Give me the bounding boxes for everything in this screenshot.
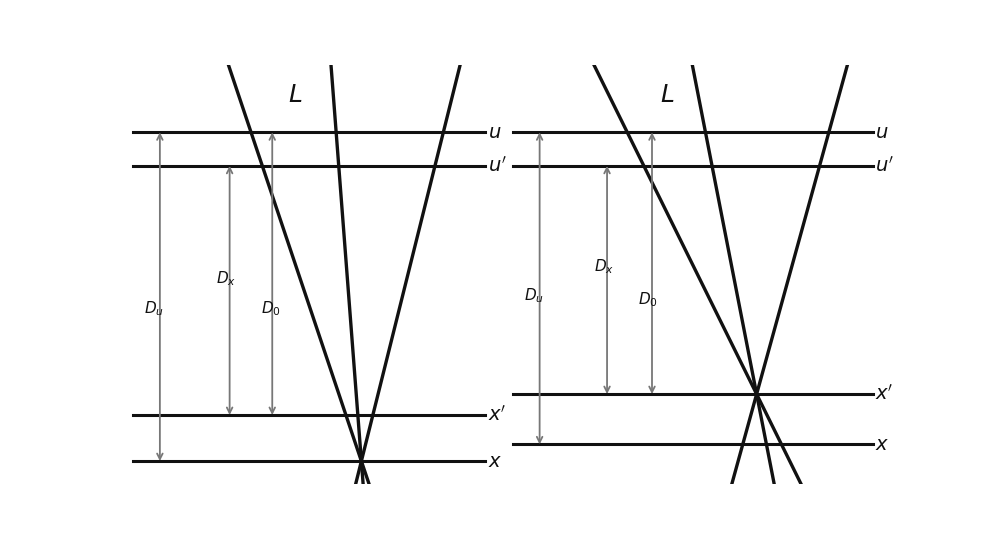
Text: $D_u$: $D_u$ <box>144 299 164 318</box>
Text: $x'$: $x'$ <box>488 405 506 425</box>
Text: $u$: $u$ <box>875 123 889 142</box>
Text: $D_x$: $D_x$ <box>594 257 614 276</box>
Text: $u'$: $u'$ <box>875 156 894 176</box>
Text: $D_x$: $D_x$ <box>216 270 237 288</box>
Text: $x$: $x$ <box>875 435 889 454</box>
Text: $x'$: $x'$ <box>875 384 894 404</box>
Text: $D_u$: $D_u$ <box>524 286 544 305</box>
Text: $L$: $L$ <box>660 83 675 107</box>
Text: $D_0$: $D_0$ <box>638 290 658 309</box>
Text: $x$: $x$ <box>488 452 502 471</box>
Text: $D_0$: $D_0$ <box>261 299 280 318</box>
Text: $u'$: $u'$ <box>488 156 507 176</box>
Text: $L$: $L$ <box>288 83 303 107</box>
Text: $u$: $u$ <box>488 123 501 142</box>
